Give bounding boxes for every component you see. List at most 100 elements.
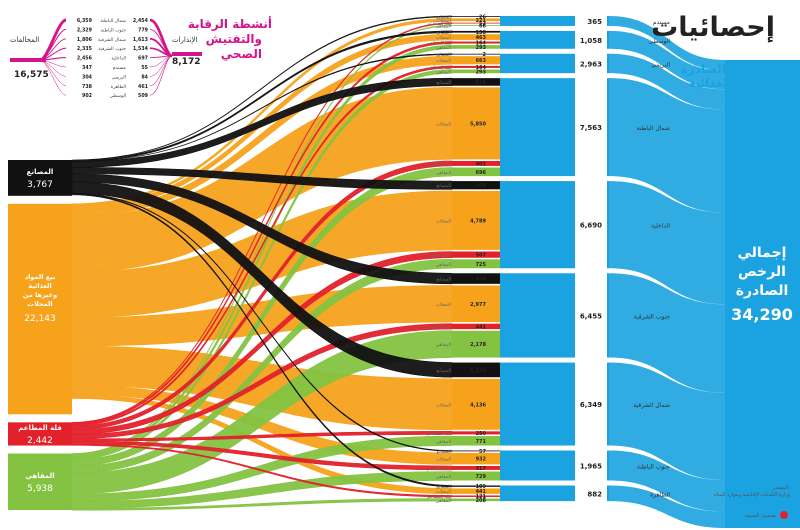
violations-label: المخالفات [10,36,39,44]
sub-label-6-3: المقاهي [436,440,451,445]
inspection-gov-2: شمال الشرقية [98,38,126,43]
sub-bar-5-1 [452,285,500,323]
sub-label-2-0: المصانع [437,53,451,58]
total-label-3: الصادرة [736,283,789,299]
gov-bar-5 [500,273,575,358]
inspection-violations-8: 902 [82,93,92,99]
gov-connector-1 [607,30,609,49]
gov-connector-4 [607,181,609,269]
inspection-fans [10,18,202,96]
gov-connector-0 [607,16,609,26]
sub-bar-1-2 [452,41,500,44]
gov-total-3: 7,563 [580,124,602,132]
gov-total-2: 2,963 [580,60,602,68]
inspection-gov-1: جنوب الباطنة [101,28,127,33]
total-flow-6 [609,362,725,481]
activity-bar-kitchens [8,422,72,446]
activity-name-factories: المصانع [27,168,54,176]
activity-name-cafes: المقاهي [25,472,54,480]
sub-label-3-0: المصانع [437,81,451,86]
source-block: المصدر: وزارة البلديات الإقليمية وموارد … [714,485,791,519]
gov-total-8: 882 [587,490,602,498]
gov-name-0: مسندم [653,19,670,26]
gov-total-5: 6,455 [580,312,602,320]
inspection-rows: شمال الباطنة 6,359 2,454 جنوب الباطنة 2,329 7… [77,18,149,99]
sub-label-8-2: فلة المطاعم [427,495,451,500]
inspection-gov-7: الظاهرة [111,85,126,90]
sub-value-5-3: 2,178 [470,342,486,348]
sub-label-2-2: فلة المطاعم [427,66,451,71]
sub-label-0-1: المحلات [436,19,451,24]
total-flow-1 [609,30,725,90]
sub-label-6-1: المحلات [436,403,451,408]
activity-name-food-0: بيع المواد [25,273,55,281]
gov-value-bg-7 [575,459,607,472]
sub-value-0-0: 26 [479,14,486,20]
violations-bar [10,58,46,62]
inspection-title-1: أنشطة الرقابة [188,16,272,31]
sub-value-5-0: 859 [476,277,487,283]
flow-food-2-1 [71,55,453,217]
sub-label-6-0: المصانع [437,369,451,374]
sub-bar-1-0 [452,30,500,33]
sub-bar-7-3 [452,471,500,481]
gov-value-bg-0 [575,14,607,27]
sub-label-1-2: فلة المطاعم [427,42,451,47]
sub-value-1-2: 164 [476,41,487,47]
sub-value-3-2: 401 [476,161,487,167]
sub-value-4-0: 669 [476,183,487,189]
sub-label-2-3: المقاهي [436,70,451,75]
sub-bar-5-3 [452,330,500,358]
inspection-warnings-0: 2,454 [133,18,149,24]
sub-label-1-1: المحلات [436,36,451,41]
sub-value-1-1: 463 [476,35,487,41]
sub-label-5-1: المحلات [436,303,451,308]
sub-label-3-2: فلة المطاعم [427,162,451,167]
gov-bar-6 [500,362,575,446]
gov-connector-7 [607,450,609,481]
sub-value-8-0: 109 [476,484,487,490]
sub-bar-3-2 [452,160,500,166]
subtitle-line-1: التراخيص الصادرة [681,62,785,76]
sub-value-5-1: 2,977 [470,302,486,308]
sub-value-3-0: 616 [476,80,487,86]
inspection-violations-1: 2,329 [77,27,93,33]
inspection-violations-4: 2,456 [77,56,93,62]
flow-cafes-5-3 [71,330,453,495]
sub-value-6-3: 771 [476,439,487,445]
flow-kitchens-4-2 [71,251,453,435]
sub-bar-3-0 [452,78,500,86]
gov-bar-2 [500,53,575,74]
sub-bar-4-1 [452,190,500,250]
flow-food-0-1 [71,18,453,207]
brand-logo-icon [780,511,788,519]
sub-label-0-3: المقاهي [436,25,451,30]
sub-value-7-3: 729 [476,474,487,480]
sub-bar-4-0 [452,181,500,190]
sub-label-2-1: المحلات [436,59,451,64]
sub-bar-0-3 [452,25,500,26]
gov-total-0: 365 [587,18,602,26]
gov-name-1: الوسطى [648,38,670,45]
total-flow-8 [609,485,725,528]
gov-connector-2 [607,53,609,74]
inspection-warnings-3: 1,534 [133,46,149,52]
violations-total: 16,575 [14,70,49,80]
flow-food-4-1 [71,190,453,319]
sub-bar-2-2 [452,65,500,68]
gov-name-8: الظاهرة [650,491,670,498]
sub-value-6-0: 1,192 [470,368,486,374]
sankey-nodes [8,14,800,528]
inspection-violations-3: 2,335 [77,46,92,52]
sankey-labels: المصانع 26 المحلات 221 فلة المطاعم 52 المقاهي 6… [18,14,670,503]
sub-value-7-0: 57 [479,449,486,455]
source-label: المصدر: [772,485,790,491]
sub-bar-8-3 [452,498,500,502]
inspection-violations-0: 6,359 [77,18,93,24]
sub-bar-1-1 [452,34,500,40]
sub-value-4-1: 4,789 [470,218,486,224]
sub-label-7-1: المحلات [436,458,451,463]
sub-bar-4-2 [452,251,500,258]
total-flow-0 [609,16,725,71]
inspection-warnings-5: 55 [141,65,148,71]
